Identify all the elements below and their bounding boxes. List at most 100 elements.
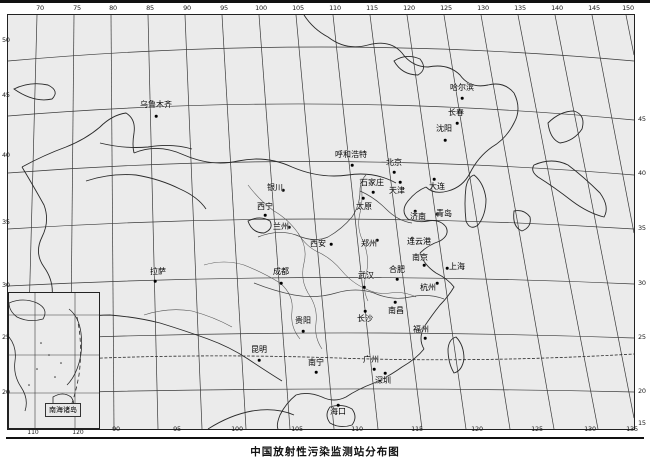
bottom-rule-divider xyxy=(6,437,644,439)
city-marker-大连[interactable] xyxy=(432,177,436,181)
city-label-昆明: 昆明 xyxy=(251,345,267,354)
city-marker-广州[interactable] xyxy=(372,367,376,371)
tick-lon-top-120: 120 xyxy=(403,4,415,12)
tick-lon-bottom-120: 120 xyxy=(471,425,483,433)
city-marker-西安[interactable] xyxy=(329,242,333,246)
city-marker-贵阳[interactable] xyxy=(301,329,305,333)
city-label-长沙: 长沙 xyxy=(357,314,373,323)
inset-label-south-china-sea: 南海诸岛 xyxy=(45,403,81,417)
tick-lon-bottom-130: 130 xyxy=(584,425,596,433)
city-marker-天津[interactable] xyxy=(398,180,402,184)
city-label-武汉: 武汉 xyxy=(358,271,374,280)
tick-lat-right-40: 40 xyxy=(638,169,646,177)
coastline-outline xyxy=(207,15,607,429)
axis-longitude-top: 70 75 80 85 90 95 100 105 110 115 120 125 130 135 140 1… xyxy=(0,4,650,14)
city-marker-哈尔滨[interactable] xyxy=(460,96,464,100)
city-marker-长春[interactable] xyxy=(455,121,459,125)
tick-lon-top-140: 140 xyxy=(551,4,563,12)
tick-lon-top-95: 95 xyxy=(220,4,228,12)
city-label-西宁: 西宁 xyxy=(257,202,273,211)
city-label-南宁: 南宁 xyxy=(308,358,324,367)
city-marker-郑州[interactable] xyxy=(375,238,379,242)
city-marker-银川[interactable] xyxy=(281,188,285,192)
city-marker-南宁[interactable] xyxy=(314,370,318,374)
tick-lon-top-70: 70 xyxy=(36,4,44,12)
city-marker-太原[interactable] xyxy=(361,196,365,200)
city-marker-拉萨[interactable] xyxy=(153,279,157,283)
tick-lon-top-130: 130 xyxy=(477,4,489,12)
city-label-合肥: 合肥 xyxy=(389,265,405,274)
city-marker-昆明[interactable] xyxy=(257,358,261,362)
city-label-银川: 银川 xyxy=(267,183,283,192)
tick-lon-top-75: 75 xyxy=(73,4,81,12)
city-label-郑州: 郑州 xyxy=(361,239,377,248)
tick-lon-top-125: 125 xyxy=(440,4,452,12)
city-label-广州: 广州 xyxy=(363,355,379,364)
tick-lat-right-45: 45 xyxy=(638,115,646,123)
tick-lon-top-100: 100 xyxy=(255,4,267,12)
city-marker-南京[interactable] xyxy=(422,263,426,267)
south-china-sea-inset: 南海诸岛 xyxy=(8,292,100,429)
city-marker-成都[interactable] xyxy=(279,281,283,285)
map-plate: .grat { fill:none; stroke:#3a3a3a; strok… xyxy=(7,14,635,430)
city-marker-沈阳[interactable] xyxy=(443,138,447,142)
city-label-连云港: 连云港 xyxy=(407,237,431,246)
meridian-lines xyxy=(25,15,634,429)
axis-latitude-left: 50 45 40 35 30 25 20 xyxy=(2,0,14,462)
axis-latitude-right: 45 40 35 30 25 20 15 xyxy=(638,0,650,462)
tick-lat-left-20: 20 xyxy=(2,388,10,396)
city-marker-深圳[interactable] xyxy=(383,371,387,375)
city-label-杭州: 杭州 xyxy=(420,283,436,292)
city-label-青岛: 青岛 xyxy=(436,209,452,218)
tick-lat-right-35: 35 xyxy=(638,224,646,232)
city-marker-济南[interactable] xyxy=(413,209,417,213)
city-marker-兰州[interactable] xyxy=(287,225,291,229)
city-marker-青岛[interactable] xyxy=(435,212,439,216)
city-marker-南昌[interactable] xyxy=(393,300,397,304)
city-marker-上海[interactable] xyxy=(445,266,449,270)
city-label-贵阳: 贵阳 xyxy=(295,316,311,325)
tick-lat-right-20: 20 xyxy=(638,387,646,395)
city-marker-连云港[interactable] xyxy=(410,236,414,240)
city-marker-海口[interactable] xyxy=(336,403,340,407)
tick-lon-bottom-90: 90 xyxy=(112,425,120,433)
city-marker-西宁[interactable] xyxy=(263,213,267,217)
city-marker-福州[interactable] xyxy=(423,336,427,340)
city-marker-北京[interactable] xyxy=(392,170,396,174)
tick-lon-bottom-125: 125 xyxy=(531,425,543,433)
tick-lat-right-15: 15 xyxy=(638,419,646,427)
city-label-海口: 海口 xyxy=(330,407,346,416)
city-label-拉萨: 拉萨 xyxy=(150,267,166,276)
tick-lat-right-25: 25 xyxy=(638,333,646,341)
tick-lon-bottom-110: 110 xyxy=(351,425,363,433)
city-marker-杭州[interactable] xyxy=(435,281,439,285)
tick-lon-bottom-95: 95 xyxy=(173,425,181,433)
city-marker-呼和浩特[interactable] xyxy=(350,163,354,167)
city-label-哈尔滨: 哈尔滨 xyxy=(450,83,474,92)
tick-lon-bottom-105: 105 xyxy=(291,425,303,433)
city-label-太原: 太原 xyxy=(356,202,372,211)
city-marker-武汉[interactable] xyxy=(362,285,366,289)
city-marker-乌鲁木齐[interactable] xyxy=(154,114,158,118)
tick-lon-top-145: 145 xyxy=(588,4,600,12)
city-label-济南: 济南 xyxy=(410,212,426,221)
tick-lon-top-90: 90 xyxy=(183,4,191,12)
city-label-福州: 福州 xyxy=(413,325,429,334)
tick-lon-bottom-115: 115 xyxy=(411,425,423,433)
city-label-西安: 西安 xyxy=(310,239,326,248)
city-marker-石家庄[interactable] xyxy=(371,190,375,194)
city-marker-合肥[interactable] xyxy=(395,277,399,281)
provincial-boundaries xyxy=(143,178,417,350)
tick-lon-top-110: 110 xyxy=(329,4,341,12)
city-label-沈阳: 沈阳 xyxy=(436,124,452,133)
map-graticule-and-coastlines: .grat { fill:none; stroke:#3a3a3a; strok… xyxy=(8,15,634,429)
city-label-石家庄: 石家庄 xyxy=(360,178,384,187)
city-label-兰州: 兰州 xyxy=(273,222,289,231)
city-label-大连: 大连 xyxy=(429,182,445,191)
city-marker-长沙[interactable] xyxy=(363,309,367,313)
city-label-呼和浩特: 呼和浩特 xyxy=(335,150,367,159)
inset-tick-lon-110: 110 xyxy=(27,429,39,436)
tick-lon-top-150: 150 xyxy=(622,4,634,12)
city-label-南京: 南京 xyxy=(412,253,428,262)
